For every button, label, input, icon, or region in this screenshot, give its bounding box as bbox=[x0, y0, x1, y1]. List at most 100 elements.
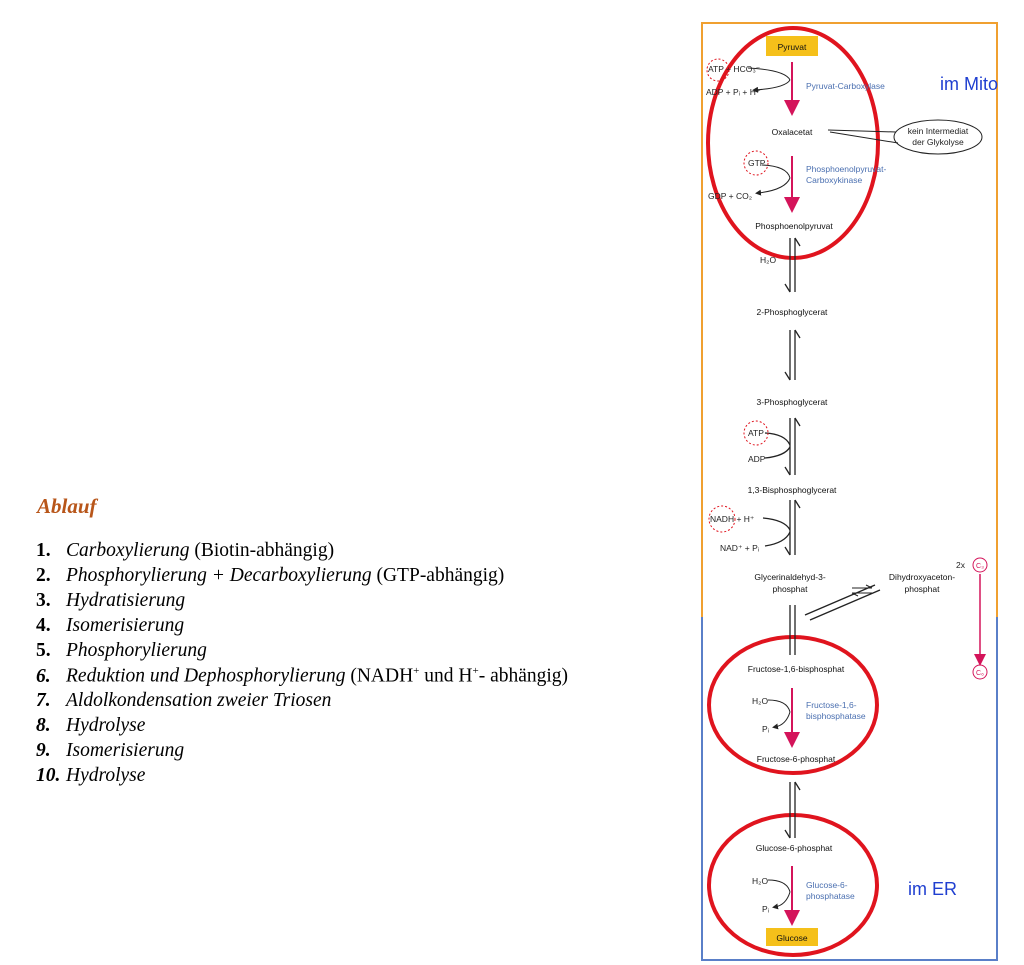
g6p-label: Glucose-6-phosphat bbox=[756, 843, 833, 853]
pi-fbp-label: Pᵢ bbox=[762, 724, 769, 734]
list-item: 5. Phosphorylierung bbox=[36, 640, 568, 665]
list-item: 10. Hydrolyse bbox=[36, 765, 568, 790]
h2o-g6p-curve bbox=[767, 879, 791, 893]
step-name: Hydratisierung bbox=[66, 590, 186, 611]
step-number: 1. bbox=[36, 540, 51, 561]
superscript-plus: + bbox=[413, 665, 420, 677]
step-name: Phosphorylierung + Decarboxylierung bbox=[66, 565, 372, 586]
list-item: 7. Aldolkondensation zweier Triosen bbox=[36, 690, 568, 715]
callout-text-2: der Glykolyse bbox=[912, 137, 964, 147]
pg3-label: 3-Phosphoglycerat bbox=[757, 397, 829, 407]
reversible-arrow-isomerase-triose bbox=[851, 584, 873, 597]
reversible-arrow-pgk bbox=[764, 417, 801, 476]
f6p-label: Fructose-6-phosphat bbox=[757, 754, 836, 764]
adp-out-curve bbox=[752, 79, 791, 93]
step-name: Hydrolyse bbox=[66, 715, 146, 736]
pg2-label: 2-Phosphoglycerat bbox=[757, 307, 829, 317]
c3-label: C₃ bbox=[976, 563, 984, 570]
pi-g6p-curve bbox=[772, 891, 791, 910]
pep-label: Phosphoenolpyruvat bbox=[755, 221, 833, 231]
step-note: (Biotin-abhängig) bbox=[189, 540, 335, 561]
step-name: Phosphorylierung bbox=[66, 640, 207, 661]
c3-count-label: 2x bbox=[956, 560, 966, 570]
list-item: 2. Phosphorylierung + Decarboxylierung (G… bbox=[36, 565, 568, 590]
step-note: (GTP-abhängig) bbox=[371, 565, 505, 586]
nadh-burst bbox=[708, 505, 736, 533]
step-number: 10. bbox=[36, 765, 61, 786]
pi-fbp-curve bbox=[772, 711, 791, 730]
step-name: Reduktion und Dephosphorylierung bbox=[66, 665, 346, 687]
gtp-label: GTP bbox=[748, 158, 766, 168]
step-number: 8. bbox=[36, 715, 51, 736]
gap-label-2: phosphat bbox=[773, 584, 809, 594]
c6-circle bbox=[972, 664, 988, 680]
atp-in-curve bbox=[747, 67, 791, 81]
reversible-arrow-mutase bbox=[784, 329, 801, 381]
mito-ring bbox=[706, 26, 880, 260]
callout-pointer-2 bbox=[829, 131, 899, 144]
superscript-plus: + bbox=[472, 665, 479, 677]
step-name: Aldolkondensation zweier Triosen bbox=[66, 690, 332, 711]
list-item: 4. Isomerisierung bbox=[36, 615, 568, 640]
list-item: 9. Isomerisierung bbox=[36, 740, 568, 765]
list-item: 8. Hydrolyse bbox=[36, 715, 568, 740]
step-note-suffix: - abhängig) bbox=[478, 665, 569, 687]
mito-compartment-border bbox=[701, 22, 998, 617]
callout-bubble bbox=[893, 119, 983, 155]
adp-pi-h-label: ADP + Pᵢ + H⁺ bbox=[706, 87, 761, 97]
h2o-fbp-curve bbox=[767, 699, 791, 713]
reversible-arrow-isomerase-hexose bbox=[784, 781, 801, 839]
step-name: Isomerisierung bbox=[66, 615, 185, 636]
location-mito: im Mito bbox=[940, 74, 998, 94]
gdp-out-curve bbox=[755, 177, 791, 196]
location-er: im ER bbox=[908, 879, 957, 899]
glucose-box bbox=[766, 928, 818, 946]
oxalacetat-label: Oxalacetat bbox=[772, 127, 813, 137]
fbpase-enzyme-label-2: bisphosphatase bbox=[806, 711, 866, 721]
pyruvat-label: Pyruvat bbox=[778, 42, 807, 52]
step-name: Isomerisierung bbox=[66, 740, 185, 761]
atp-burst bbox=[706, 58, 730, 82]
step-number: 3. bbox=[36, 590, 51, 611]
gdp-co2-label: GDP + CO₂ bbox=[708, 191, 752, 201]
bpg-label: 1,3-Bisphosphoglycerat bbox=[748, 485, 837, 495]
ablauf-title: Ablauf bbox=[37, 494, 97, 518]
nadh-h-label: NADH + H⁺ bbox=[710, 514, 755, 524]
gtp-in-curve bbox=[761, 164, 791, 179]
g6pase-enzyme-label-2: phosphatase bbox=[806, 891, 855, 901]
h2o-g6p-label: H₂O bbox=[752, 876, 768, 886]
list-item: 3. Hydratisierung bbox=[36, 590, 568, 615]
reversible-arrow-enolase bbox=[784, 237, 801, 293]
steps-list: 1. Carboxylierung (Biotin-abhängig) 2. Pho… bbox=[36, 540, 568, 790]
glucose-label: Glucose bbox=[776, 933, 807, 943]
gtp-burst bbox=[743, 150, 769, 176]
step-number: 2. bbox=[36, 565, 51, 586]
fbpase-enzyme-label-1: Fructose-1,6- bbox=[806, 700, 857, 710]
step-number: 7. bbox=[36, 690, 51, 711]
step-note-mid: und H bbox=[419, 665, 473, 687]
step-name: Carboxylierung bbox=[66, 540, 190, 561]
step-number: 5. bbox=[36, 640, 51, 661]
atp-hco3-label: ATP + HCO₃⁻ bbox=[708, 64, 761, 74]
c3-circle bbox=[972, 557, 988, 573]
pepck-enzyme-label-1: Phosphoenolpyruvat- bbox=[806, 164, 887, 174]
fbpase-ring bbox=[707, 635, 879, 775]
er-compartment-border bbox=[701, 617, 998, 961]
step-number: 9. bbox=[36, 740, 51, 761]
nad-pi-label: NAD⁺ + Pᵢ bbox=[720, 543, 759, 553]
adp-label: ADP bbox=[748, 454, 766, 464]
dhap-label-1: Dihydroxyaceton- bbox=[889, 572, 955, 582]
dhap-label-2: phosphat bbox=[905, 584, 941, 594]
gap-label-1: Glycerinaldehyd-3- bbox=[754, 572, 826, 582]
pc-enzyme-label: Pyruvat-Carboxylase bbox=[806, 81, 885, 91]
reversible-arrow-gapdh bbox=[762, 499, 801, 556]
step-number: 4. bbox=[36, 615, 51, 636]
list-item: 1. Carboxylierung (Biotin-abhängig) bbox=[36, 540, 568, 565]
h2o-enolase-label: H₂O bbox=[760, 255, 776, 265]
pi-g6p-label: Pᵢ bbox=[762, 904, 769, 914]
c6-label: C₆ bbox=[976, 670, 984, 677]
callout-pointer-1 bbox=[827, 129, 897, 133]
list-item: 6. Reduktion und Dephosphorylierung (NADH… bbox=[36, 665, 568, 690]
step-number: 6. bbox=[36, 665, 51, 687]
